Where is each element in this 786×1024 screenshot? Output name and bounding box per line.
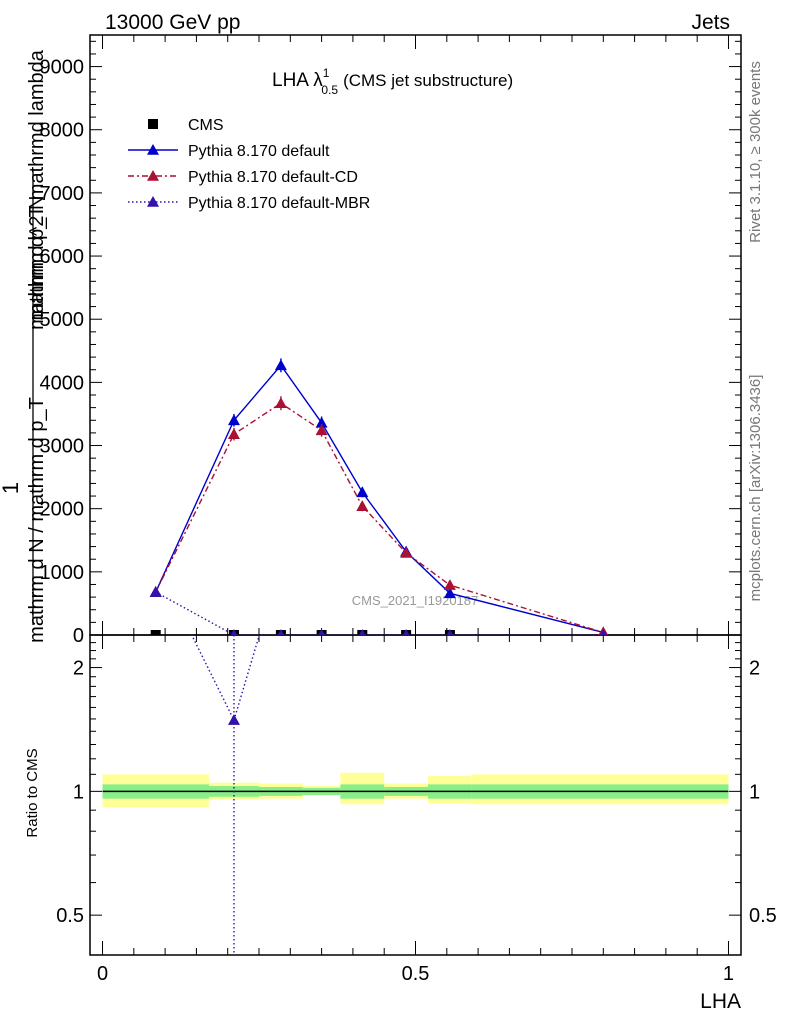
main-y-tick-label: 3000 [40,436,85,458]
legend-label: CMS [188,117,224,134]
data-point-pythia-8-170-default-cd [315,424,328,436]
main-y-tick-label: 0 [73,625,84,647]
header-jets-label: Jets [691,11,730,34]
x-axis-label: LHA [700,990,741,1013]
data-point-pythia-8-170-default [443,587,456,599]
data-point-pythia-8-170-default [274,359,287,371]
ylabel-denominator: mathrm d N / mathrm d p_T [26,397,48,643]
data-point-pythia-8-170-default [356,486,369,498]
data-point-pythia-8-170-default-mbr [599,629,607,635]
data-point-pythia-8-170-default-mbr [358,629,366,635]
ratio-y-tick-label: 0.5 [56,905,84,927]
main-y-tick-label: 8000 [40,120,85,142]
ratio-point-mbr [227,714,240,725]
data-point-pythia-8-170-default-cd [443,579,456,590]
data-point-pythia-8-170-default-mbr [149,586,162,597]
data-point-pythia-8-170-default [227,414,240,426]
legend-marker-cms [148,119,158,129]
main-y-tick-label: 4000 [40,372,85,394]
main-x-ticks [102,35,729,635]
ratio-y-tick-label-right: 1 [749,781,760,803]
x-tick-label: 0.5 [402,963,430,985]
x-tick-label: 0 [97,963,108,985]
legend-item-pythia-8-170-default: Pythia 8.170 default [128,143,330,160]
series-line-pythia-8-170-default [155,364,604,634]
chart-title-suffix: (CMS jet substructure) [343,71,513,90]
ylabel-numerator: 1 [0,482,23,494]
ratio-y-tick-label: 2 [73,658,84,680]
data-point-cms [150,630,161,635]
main-y-tick-label: 2000 [40,499,85,521]
chart-title-sup: 1 [323,66,330,80]
ratio-uncertainty-bands [102,772,729,808]
legend: CMS Pythia 8.170 default Pythia 8.170 defa… [128,117,370,212]
main-series-group [149,358,609,635]
main-y-tick-label: 9000 [40,57,85,79]
data-point-pythia-8-170-default-cd [274,397,287,409]
chart-title-main: LHA λ [272,70,323,91]
legend-item-cms: CMS [148,117,224,134]
main-y-axis: 0 1000 2000 3000 4000 5000 6000 7000 8000 9000 [40,40,741,647]
ratio-series-group [190,635,261,955]
data-point-pythia-8-170-default [315,416,328,428]
legend-label: Pythia 8.170 default-MBR [188,195,370,212]
chart-title-sub: 0.5 [321,83,338,97]
data-point-pythia-8-170-default-cd [356,500,369,511]
rivet-version-label: Rivet 3.1.10, ≥ 300k events [747,61,764,243]
mcplots-credit-label: mcplots.cern.ch [arXiv:1306.3436] [747,375,764,602]
chart-title: LHA λ1 0.5 (CMS jet substructure) [272,66,513,97]
data-point-pythia-8-170-default-cd [400,546,413,558]
legend-marker-pythia-8-170-default-mbr [147,196,159,207]
x-tick-label: 1 [723,963,734,985]
ratio-y-axis-label: Ratio to CMS [24,748,41,837]
main-y-axis-label: 1 mathrm d^2 N mathrm d N / mathrm d p_T… [0,49,48,643]
legend-label: Pythia 8.170 default [188,143,330,160]
main-y-tick-label: 1000 [40,562,85,584]
legend-item-pythia-8-170-default-cd: Pythia 8.170 default-CD [128,169,358,186]
header-energy-label: 13000 GeV pp [105,11,240,34]
main-y-tick-label: 6000 [40,246,85,268]
ratio-y-tick-label-right: 2 [749,658,760,680]
ratio-series-mbr [190,635,261,955]
data-point-pythia-8-170-default-mbr [402,629,410,635]
main-y-tick-label: 7000 [40,183,85,205]
data-point-pythia-8-170-default-cd [227,428,240,439]
legend-marker-pythia-8-170-default [147,144,159,155]
series-pythia-8-170-default-mbr [149,586,607,635]
main-y-tick-label: 5000 [40,309,85,331]
ratio-y-axis: 0.5 0.5 1 1 2 2 [56,642,777,956]
data-point-pythia-8-170-default-mbr [277,629,285,635]
data-point-pythia-8-170-default-mbr [318,629,325,635]
data-point-pythia-8-170-default-mbr [230,629,238,635]
legend-label: Pythia 8.170 default-CD [188,169,358,186]
legend-item-pythia-8-170-default-mbr: Pythia 8.170 default-MBR [128,195,370,212]
ylabel-line2: mathrm d p_T mathrmd lambda [26,49,48,330]
ylabel-line1: mathrm d^2 N [26,196,48,321]
ratio-x-axis: 0 0.5 1 [97,635,734,985]
ratio-y-tick-label: 1 [73,781,84,803]
data-point-pythia-8-170-default-mbr [446,629,454,635]
series-line-pythia-8-170-default-cd [155,402,604,634]
legend-marker-pythia-8-170-default-cd [147,170,159,181]
ratio-line-mbr [190,635,261,723]
ratio-y-tick-label-right: 0.5 [749,905,777,927]
